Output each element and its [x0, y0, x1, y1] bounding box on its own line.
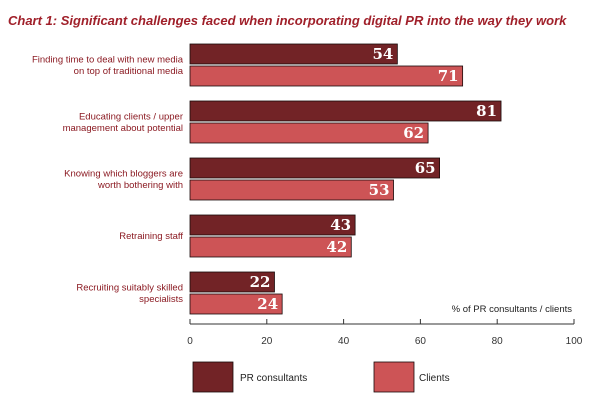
value-label-clients-3: 42 — [326, 238, 347, 256]
bar-pr-consultants-2 — [189, 157, 441, 179]
category-label-3: Retraining staff — [119, 231, 183, 242]
bar-clients-0 — [189, 65, 464, 87]
legend-swatch-pr-consultants — [192, 361, 234, 393]
x-tick-label-60: 60 — [415, 336, 427, 347]
x-axis-label: % of PR consultants / clients — [452, 304, 573, 315]
value-label-pr-consultants-1: 81 — [476, 102, 497, 120]
legend-swatch-clients — [373, 361, 415, 393]
legend-label-pr-consultants: PR consultants — [240, 373, 307, 384]
value-label-pr-consultants-3: 43 — [330, 216, 351, 234]
bar-clients-3 — [189, 236, 352, 258]
value-label-clients-2: 53 — [369, 181, 390, 199]
category-label-0: on top of traditional media — [74, 66, 184, 77]
x-tick-label-20: 20 — [261, 336, 273, 347]
category-label-1: management about potential — [63, 123, 183, 134]
legend-label-clients: Clients — [419, 373, 450, 384]
bar-pr-consultants-1 — [189, 100, 502, 122]
category-label-1: Educating clients / upper — [79, 111, 183, 122]
value-label-clients-1: 62 — [403, 124, 424, 142]
value-label-clients-4: 24 — [257, 295, 278, 313]
bar-clients-4 — [189, 293, 283, 315]
value-label-clients-0: 71 — [438, 67, 459, 85]
x-tick-label-100: 100 — [566, 336, 583, 347]
bar-clients-1 — [189, 122, 429, 144]
x-tick-label-80: 80 — [492, 336, 504, 347]
category-label-0: Finding time to deal with new media — [32, 54, 184, 65]
bar-pr-consultants-4 — [189, 271, 275, 293]
x-tick-label-40: 40 — [338, 336, 350, 347]
category-label-4: Recruiting suitably skilled — [76, 282, 183, 293]
x-tick-label-0: 0 — [187, 336, 193, 347]
plot-area: 54 71 Finding time to deal with new mediao… — [32, 43, 583, 347]
value-label-pr-consultants-4: 22 — [250, 273, 271, 291]
value-label-pr-consultants-0: 54 — [372, 45, 393, 63]
bar-clients-2 — [189, 179, 394, 201]
category-label-2: worth bothering with — [97, 180, 183, 191]
bar-pr-consultants-0 — [189, 43, 398, 65]
bar-pr-consultants-3 — [189, 214, 356, 236]
chart-title: Chart 1: Significant challenges faced wh… — [8, 13, 567, 28]
category-label-4: specialists — [139, 294, 183, 305]
legend: PR consultants Clients — [192, 361, 450, 393]
value-label-pr-consultants-2: 65 — [415, 159, 436, 177]
category-label-2: Knowing which bloggers are — [64, 168, 183, 179]
